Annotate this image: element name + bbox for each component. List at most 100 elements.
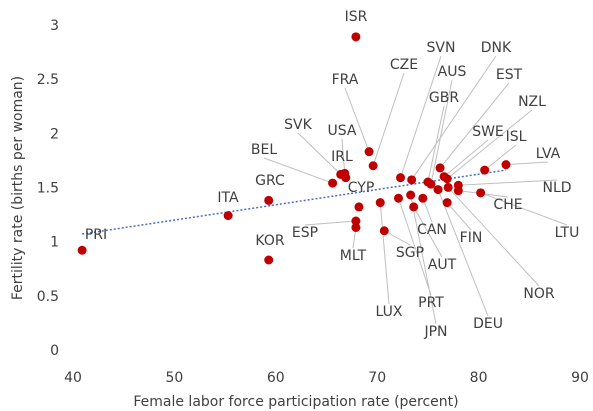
- point-label: GBR: [429, 90, 459, 106]
- data-point: [433, 185, 443, 195]
- data-point: [418, 193, 428, 203]
- point-label: PRI: [85, 227, 107, 243]
- y-tick-label: 0.5: [37, 289, 59, 305]
- leader-line: [505, 161, 549, 166]
- leader-line: [411, 55, 497, 181]
- y-tick-label: 1: [50, 235, 59, 251]
- leader-line: [446, 202, 472, 231]
- point-label: DEU: [473, 316, 503, 332]
- y-tick-label: 2: [50, 126, 59, 142]
- data-point: [351, 32, 361, 42]
- leader-line: [398, 198, 432, 296]
- point-label: ITA: [217, 190, 239, 206]
- point-label: SWE: [472, 124, 504, 140]
- leader-line: [439, 82, 510, 169]
- leader-line: [304, 220, 356, 226]
- leader-line: [437, 189, 489, 317]
- x-tick-label: 50: [165, 370, 183, 386]
- point-label: USA: [328, 123, 357, 139]
- leader-line: [446, 109, 533, 180]
- trendline: [82, 169, 507, 235]
- point-label: NOR: [523, 286, 554, 302]
- data-point: [480, 165, 490, 175]
- data-point: [341, 173, 351, 183]
- leader-line: [447, 187, 540, 287]
- data-point: [396, 173, 406, 183]
- data-point: [393, 193, 403, 203]
- point-label: CZE: [390, 57, 418, 73]
- data-point: [439, 172, 449, 182]
- data-point: [354, 202, 364, 212]
- x-tick-label: 70: [368, 370, 386, 386]
- y-tick-label: 1.5: [37, 181, 59, 197]
- point-label: AUT: [428, 257, 457, 273]
- point-label: PRT: [418, 295, 444, 311]
- data-point: [264, 255, 274, 265]
- data-point: [77, 245, 87, 255]
- data-point: [368, 161, 378, 171]
- point-label: NLD: [542, 180, 571, 196]
- data-point: [435, 163, 445, 173]
- x-tick-label: 90: [571, 370, 589, 386]
- data-point: [443, 182, 453, 192]
- point-label: IRL: [331, 149, 353, 165]
- data-point: [351, 216, 361, 226]
- leader-line: [443, 139, 489, 177]
- point-label: KOR: [255, 233, 284, 249]
- point-label: GRC: [255, 173, 285, 189]
- data-point: [442, 198, 452, 208]
- leader-line: [263, 157, 333, 184]
- point-label: NZL: [518, 94, 546, 110]
- data-point: [423, 177, 433, 187]
- data-point: [379, 226, 389, 236]
- point-label: MLT: [340, 248, 367, 264]
- data-point: [453, 186, 463, 196]
- point-label: FRA: [332, 72, 359, 88]
- data-point: [223, 211, 233, 221]
- y-axis-title: Fertility rate (births per woman): [10, 76, 26, 300]
- x-tick-label: 40: [64, 370, 82, 386]
- point-label: CHE: [493, 197, 522, 213]
- point-label: LVA: [536, 146, 561, 162]
- x-axis-title: Female labor force participation rate (p…: [133, 394, 458, 410]
- data-point: [407, 175, 417, 185]
- point-label: ISR: [345, 9, 368, 25]
- leader-line: [480, 192, 568, 226]
- leader-line: [400, 55, 442, 178]
- point-label: SVN: [427, 40, 456, 56]
- x-tick-label: 80: [470, 370, 488, 386]
- point-label: AUS: [438, 64, 467, 80]
- leader-line: [427, 105, 445, 183]
- data-point: [476, 188, 486, 198]
- data-point: [351, 223, 361, 232]
- y-tick-label: 2.5: [37, 72, 59, 88]
- data-point: [328, 178, 338, 188]
- data-point: [375, 198, 385, 208]
- leader-line: [458, 179, 558, 186]
- point-label: JPN: [423, 324, 447, 340]
- data-point: [406, 190, 416, 200]
- x-tick-label: 60: [267, 370, 285, 386]
- point-label: BEL: [251, 142, 277, 158]
- y-tick-label: 3: [50, 18, 59, 34]
- point-label: CYP: [348, 180, 375, 196]
- leader-line: [379, 202, 390, 305]
- leader-line: [413, 206, 443, 258]
- point-label: FIN: [460, 230, 483, 246]
- data-point: [364, 147, 374, 157]
- leader-line: [410, 194, 437, 325]
- leader-line: [297, 132, 342, 175]
- leader-line: [372, 72, 405, 166]
- y-tick-label: 0: [50, 343, 59, 359]
- data-point: [501, 160, 511, 170]
- data-point: [264, 195, 274, 205]
- point-label: SVK: [284, 117, 312, 133]
- leader-line: [384, 230, 411, 246]
- point-label: ISL: [506, 129, 527, 145]
- leader-line: [344, 87, 370, 152]
- point-label: SGP: [396, 245, 424, 261]
- point-label: DNK: [481, 40, 512, 56]
- data-point: [409, 202, 419, 212]
- point-label: CAN: [417, 222, 447, 238]
- point-label: LUX: [376, 304, 403, 320]
